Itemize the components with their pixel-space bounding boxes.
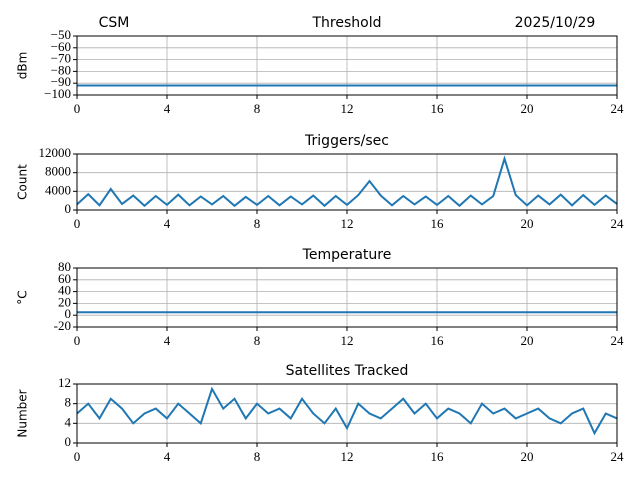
y-tick-label: −60 [51, 39, 71, 54]
y-tick-label: 8000 [45, 164, 71, 179]
y-tick-label: −80 [51, 62, 71, 77]
x-tick-label: 0 [74, 333, 81, 348]
x-tick-label: 12 [341, 333, 354, 348]
chart-title: Threshold [312, 15, 382, 31]
y-tick-label: -20 [54, 318, 71, 333]
y-axis-label: °C [16, 290, 30, 304]
y-tick-label: 0 [65, 201, 72, 216]
x-tick-label: 12 [341, 216, 354, 231]
x-tick-label: 8 [254, 101, 261, 116]
x-tick-label: 16 [431, 333, 445, 348]
left-title: CSM [99, 15, 130, 31]
y-tick-label: 4000 [45, 182, 71, 197]
y-tick-label: 80 [58, 259, 71, 274]
y-tick-label: −50 [51, 27, 71, 42]
x-tick-label: 0 [74, 449, 81, 464]
data-line [76, 155, 618, 208]
x-tick-label: 8 [254, 333, 261, 348]
y-tick-label: 0 [65, 434, 72, 449]
y-tick-label: −70 [51, 51, 71, 66]
chart-title: Temperature [302, 247, 392, 263]
plot-frame [76, 35, 618, 96]
x-tick-label: 20 [521, 101, 534, 116]
x-tick-label: 20 [521, 333, 534, 348]
chart-title: Triggers/sec [304, 133, 389, 149]
y-tick-label: 20 [58, 294, 71, 309]
y-tick-label: 60 [58, 271, 71, 286]
x-tick-label: 24 [611, 101, 625, 116]
y-tick-label: −90 [51, 74, 71, 89]
x-tick-label: 8 [254, 216, 261, 231]
x-tick-label: 4 [164, 216, 171, 231]
y-tick-label: 12000 [39, 145, 72, 160]
y-axis-label: dBm [16, 52, 30, 80]
x-tick-label: 12 [341, 449, 354, 464]
x-tick-label: 16 [431, 216, 445, 231]
y-tick-label: 8 [65, 395, 72, 410]
chart-title: Satellites Tracked [286, 363, 409, 379]
x-tick-label: 24 [611, 333, 625, 348]
x-tick-label: 4 [164, 449, 171, 464]
data-line [76, 386, 618, 436]
x-tick-label: 24 [611, 449, 625, 464]
plot-frame [76, 267, 618, 328]
x-tick-label: 4 [164, 333, 171, 348]
x-tick-label: 0 [74, 216, 81, 231]
y-axis-label: Count [16, 164, 30, 200]
right-title: 2025/10/29 [515, 15, 596, 31]
x-tick-label: 12 [341, 101, 354, 116]
x-tick-label: 4 [164, 101, 171, 116]
x-tick-label: 0 [74, 101, 81, 116]
x-tick-label: 16 [431, 449, 445, 464]
y-tick-label: 40 [58, 283, 71, 298]
y-axis-label: Number [16, 389, 30, 437]
y-tick-label: 12 [58, 375, 71, 390]
x-tick-label: 24 [611, 216, 625, 231]
plot-frame [76, 153, 618, 211]
x-tick-label: 8 [254, 449, 261, 464]
y-tick-label: 4 [65, 414, 72, 429]
y-tick-label: 0 [65, 306, 72, 321]
x-tick-label: 20 [521, 449, 534, 464]
x-tick-label: 16 [431, 101, 445, 116]
y-tick-label: −100 [44, 86, 71, 101]
plot-frame [76, 383, 618, 444]
x-tick-label: 20 [521, 216, 534, 231]
